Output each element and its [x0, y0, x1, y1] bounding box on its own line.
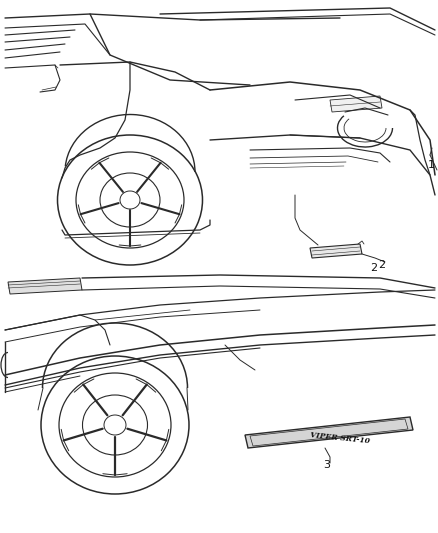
Polygon shape: [330, 96, 382, 112]
Text: 2: 2: [370, 263, 377, 273]
Text: 3: 3: [323, 460, 330, 470]
Polygon shape: [310, 244, 362, 258]
Text: 2: 2: [378, 260, 385, 270]
Text: VIPER SRT-10: VIPER SRT-10: [310, 431, 371, 445]
Text: 1: 1: [428, 160, 435, 170]
Polygon shape: [245, 417, 413, 448]
Polygon shape: [8, 278, 82, 294]
